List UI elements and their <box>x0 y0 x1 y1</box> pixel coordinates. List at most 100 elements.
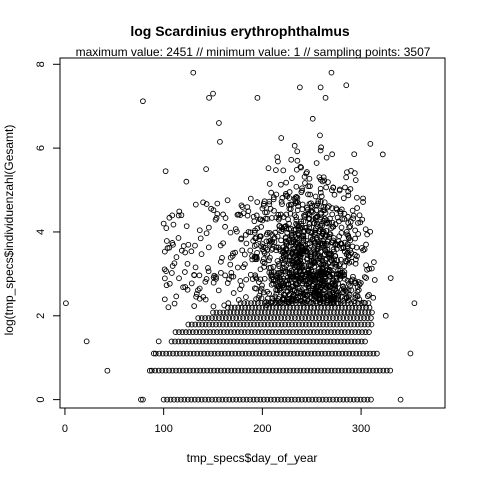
data-point <box>266 166 271 171</box>
data-point <box>244 295 249 300</box>
data-point <box>273 168 278 173</box>
data-point <box>355 195 360 200</box>
data-point <box>388 368 393 373</box>
data-point <box>295 158 300 163</box>
data-point <box>248 248 253 253</box>
chart-subtitle: maximum value: 2451 // minimum value: 1 … <box>76 45 431 59</box>
data-point <box>64 301 69 306</box>
data-point <box>372 278 377 283</box>
data-point <box>164 226 169 231</box>
data-point <box>171 222 176 227</box>
data-point <box>369 316 374 321</box>
data-point <box>182 270 187 275</box>
data-point <box>255 200 260 205</box>
data-point <box>318 148 323 153</box>
x-axis-label: tmp_specs$day_of_year <box>187 451 318 465</box>
data-point <box>370 310 375 315</box>
data-point <box>344 175 349 180</box>
data-point <box>363 339 368 344</box>
data-point <box>161 221 166 226</box>
data-point <box>361 200 366 205</box>
data-point <box>204 167 209 172</box>
data-point <box>294 184 299 189</box>
data-point <box>332 192 337 197</box>
data-point <box>363 227 368 232</box>
data-point <box>218 139 223 144</box>
data-point <box>330 212 335 217</box>
data-point <box>297 85 302 90</box>
data-point <box>185 261 190 266</box>
data-point <box>164 239 169 244</box>
data-point <box>310 116 315 121</box>
data-point <box>189 281 194 286</box>
data-point <box>244 241 249 246</box>
data-point <box>374 351 379 356</box>
data-point <box>367 330 372 335</box>
data-point <box>330 152 335 157</box>
data-point <box>166 305 171 310</box>
x-tick-label: 200 <box>253 423 271 435</box>
data-point <box>105 368 110 373</box>
x-tick-label: 0 <box>62 423 68 435</box>
data-points <box>64 70 417 402</box>
data-point <box>225 198 230 203</box>
data-point <box>318 85 323 90</box>
data-point <box>364 242 369 247</box>
data-point <box>369 397 374 402</box>
data-point <box>371 260 376 265</box>
data-point <box>203 279 208 284</box>
data-point <box>408 351 413 356</box>
data-point <box>368 141 373 146</box>
data-point <box>303 181 308 186</box>
data-point <box>350 208 355 213</box>
data-point <box>156 339 161 344</box>
data-point <box>281 168 286 173</box>
data-point <box>356 232 361 237</box>
data-point <box>364 263 369 268</box>
data-point <box>223 273 228 278</box>
data-point <box>300 202 305 207</box>
y-tick-label: 2 <box>35 313 47 319</box>
data-point <box>279 182 284 187</box>
data-point <box>323 95 328 100</box>
x-tick-label: 100 <box>154 423 172 435</box>
data-point <box>295 149 300 154</box>
data-point <box>355 206 360 211</box>
data-point <box>318 133 323 138</box>
data-point <box>284 180 289 185</box>
data-point <box>267 181 272 186</box>
data-point <box>228 230 233 235</box>
data-point <box>181 244 186 249</box>
data-point <box>174 255 179 260</box>
data-point <box>279 136 284 141</box>
data-point <box>290 176 295 181</box>
data-point <box>275 259 280 264</box>
y-axis-label: log(tmp_specs$individuenzahl(Gesamt) <box>2 125 16 336</box>
data-point <box>344 83 349 88</box>
data-point <box>215 201 220 206</box>
data-point <box>223 216 228 221</box>
data-point <box>193 202 198 207</box>
data-point <box>228 262 233 267</box>
data-point <box>269 190 274 195</box>
data-point <box>364 276 369 281</box>
data-point <box>313 194 318 199</box>
data-point <box>353 236 358 241</box>
data-point <box>174 294 179 299</box>
data-point <box>365 294 370 299</box>
data-point <box>244 277 249 282</box>
y-tick-label: 6 <box>35 145 47 151</box>
data-point <box>206 245 211 250</box>
data-point <box>343 185 348 190</box>
data-point <box>365 232 370 237</box>
data-point <box>388 276 393 281</box>
y-tick-label: 0 <box>35 397 47 403</box>
data-point <box>289 157 294 162</box>
x-tick-label: 300 <box>352 423 370 435</box>
data-point <box>204 277 209 282</box>
data-point <box>383 313 388 318</box>
data-point <box>240 248 245 253</box>
data-point <box>193 265 198 270</box>
data-point <box>206 225 211 230</box>
